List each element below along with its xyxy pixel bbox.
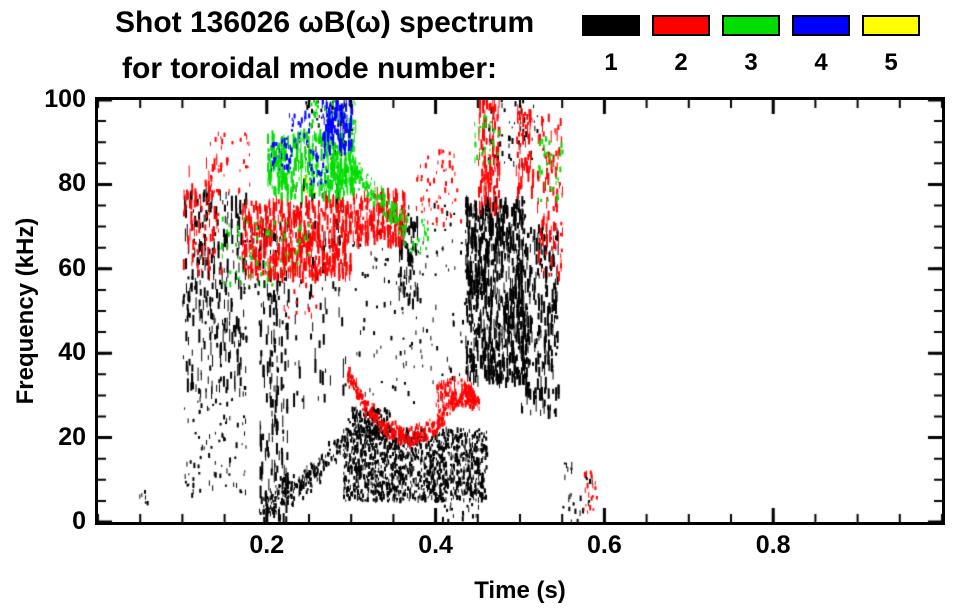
spectrogram-canvas [98,100,942,522]
y-tick-label: 0 [72,507,86,535]
x-tick-label: 0.4 [418,531,453,559]
mode-legend: 1 2 3 4 5 [582,15,920,75]
chart-title-line1: Shot 136026 ωB(ω) spectrum [115,6,535,39]
legend-item-mode-5: 5 [862,15,920,75]
mode-3-label: 3 [744,49,758,76]
x-axis-label: Time (s) [474,577,566,604]
mode-3-swatch [722,15,780,36]
mode-5-label: 5 [884,49,898,76]
legend-item-mode-1: 1 [582,15,640,75]
plot-area [95,97,945,525]
chart-title-line2: for toroidal mode number: [122,52,497,85]
legend-item-mode-2: 2 [652,15,710,75]
mode-5-swatch [862,15,920,36]
mode-1-swatch [582,15,640,36]
mode-2-swatch [652,15,710,36]
mode-4-swatch [792,15,850,36]
y-tick-label: 40 [58,338,86,367]
x-tick-label: 0.8 [755,531,791,559]
y-tick-label: 20 [58,422,86,451]
x-tick-label: 0.2 [249,531,285,559]
y-tick-label: 100 [44,85,86,113]
y-axis-label: Frequency (kHz) [12,217,39,405]
y-tick-label: 60 [58,253,86,282]
mode-2-label: 2 [674,49,688,76]
legend-item-mode-3: 3 [722,15,780,75]
y-tick-label: 80 [58,169,86,198]
x-tick-label: 0.6 [587,531,622,559]
mode-4-label: 4 [814,49,828,76]
mode-1-label: 1 [604,49,618,76]
legend-item-mode-4: 4 [792,15,850,75]
